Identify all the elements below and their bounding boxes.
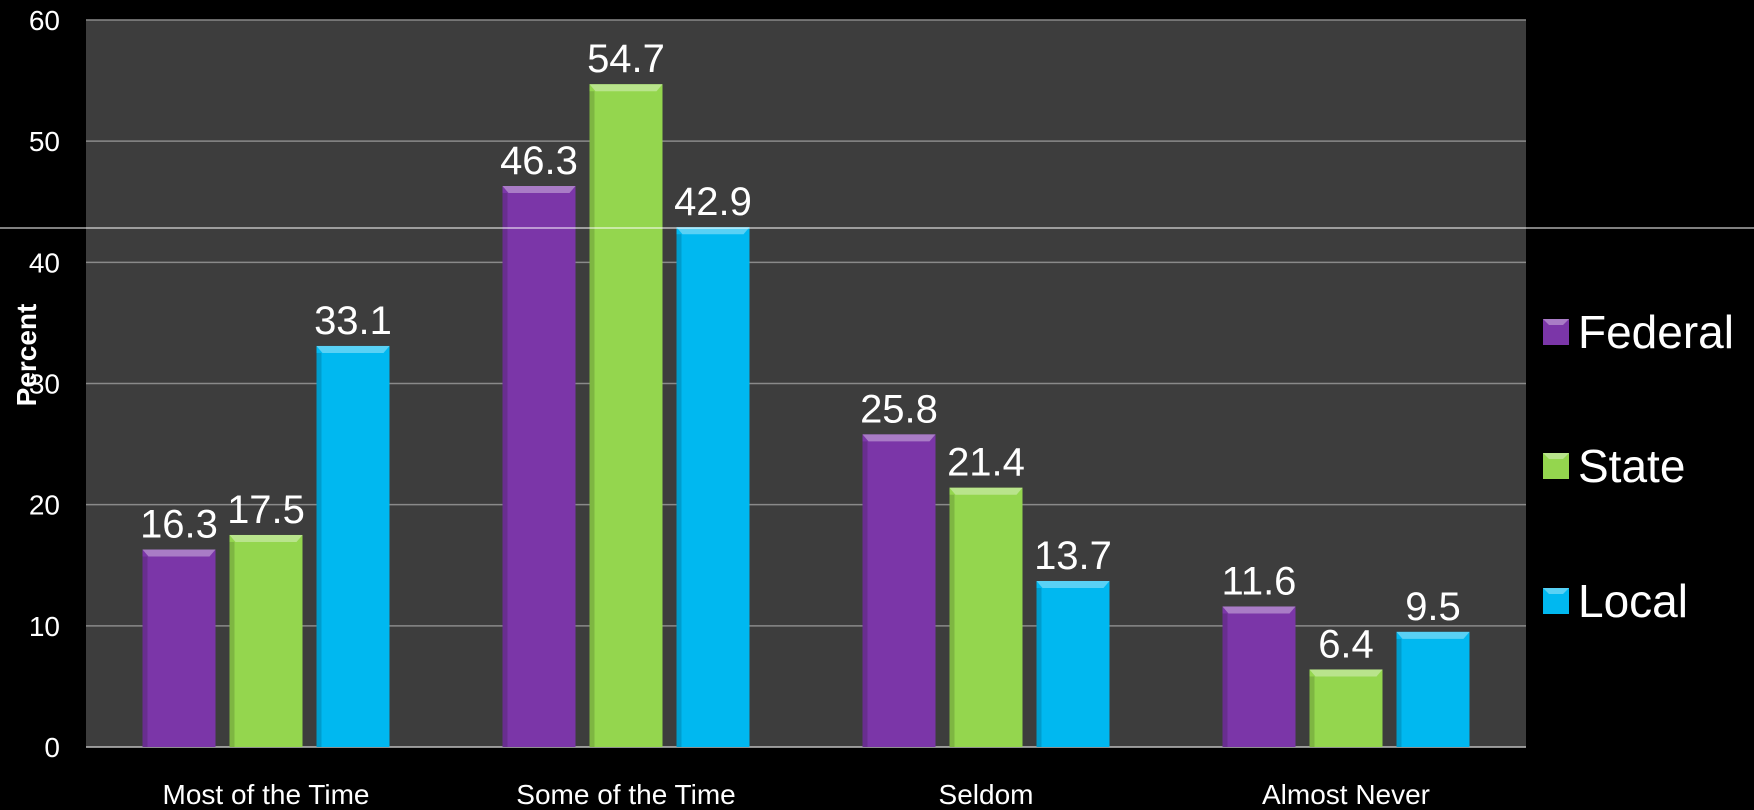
x-tick-label: Almost Never xyxy=(1262,779,1430,810)
bar-state xyxy=(1309,669,1383,747)
bar-top-bevel xyxy=(1309,669,1383,677)
bar-local xyxy=(1396,631,1470,747)
legend-swatch-bevel xyxy=(1543,453,1569,459)
bar-top-bevel xyxy=(589,84,663,92)
bar-edge-shade xyxy=(589,91,595,748)
bar-top-bevel xyxy=(1396,631,1470,639)
bar-edge-shade xyxy=(1396,638,1402,747)
bar-federal xyxy=(862,434,936,747)
y-tick-label: 10 xyxy=(29,611,60,642)
y-tick-label: 30 xyxy=(29,369,60,400)
data-label: 13.7 xyxy=(1034,534,1112,578)
data-label: 16.3 xyxy=(140,502,218,546)
x-tick-label: Seldom xyxy=(939,779,1034,810)
y-tick-label: 60 xyxy=(29,5,60,36)
bars xyxy=(142,84,1470,748)
bar-edge-shade xyxy=(502,192,508,747)
bar-top-bevel xyxy=(229,534,303,542)
bar-state xyxy=(589,84,663,748)
legend: Federal State Local xyxy=(1543,306,1734,627)
data-label: 17.5 xyxy=(227,488,305,532)
bar-top-bevel xyxy=(502,185,576,193)
bar-top-bevel xyxy=(949,487,1023,495)
bar-edge-shade xyxy=(229,541,235,747)
data-labels: 16.3 17.5 33.1 46.3 54.7 42.9 25.821.4 13.7 11.6… xyxy=(140,37,1461,666)
data-label: 21.4 xyxy=(947,441,1025,485)
data-label: 46.3 xyxy=(500,139,578,183)
data-label: 6.4 xyxy=(1318,622,1374,666)
bar-state xyxy=(949,487,1023,747)
legend-label: State xyxy=(1578,440,1685,492)
bar-federal xyxy=(502,185,576,747)
y-tick-label: 20 xyxy=(29,490,60,521)
data-label: 25.8 xyxy=(860,387,938,431)
y-tick-label: 0 xyxy=(44,732,60,763)
legend-label: Local xyxy=(1578,575,1688,627)
category-labels: Most of the Time Some of the Time Seldom Al… xyxy=(163,779,1431,810)
bar-federal xyxy=(142,549,216,747)
bar-top-bevel xyxy=(142,549,216,557)
data-label: 54.7 xyxy=(587,37,665,81)
legend-swatch-bevel xyxy=(1543,588,1569,594)
bar-edge-shade xyxy=(1222,613,1228,747)
bar-top-bevel xyxy=(862,434,936,442)
bar-edge-shade xyxy=(862,441,868,747)
bar-edge-shade xyxy=(949,494,955,747)
y-tick-label: 40 xyxy=(29,247,60,278)
data-label: 33.1 xyxy=(314,299,392,343)
bar-top-bevel xyxy=(1222,606,1296,614)
bar-edge-shade xyxy=(142,556,148,747)
y-axis-ticks: 0 10 20 30 40 50 60 xyxy=(29,5,60,763)
bar-local xyxy=(676,227,750,747)
bar-local xyxy=(316,345,390,747)
bar-edge-shade xyxy=(676,234,682,747)
y-axis-title: Percent xyxy=(11,304,42,407)
data-label: 9.5 xyxy=(1405,585,1461,629)
x-tick-label: Most of the Time xyxy=(163,779,370,810)
data-label: 42.9 xyxy=(674,180,752,224)
bar-top-bevel xyxy=(676,227,750,235)
bar-edge-shade xyxy=(1036,588,1042,747)
bar-federal xyxy=(1222,606,1296,747)
bar-edge-shade xyxy=(316,352,322,747)
bar-edge-shade xyxy=(1309,676,1315,747)
x-tick-label: Some of the Time xyxy=(516,779,735,810)
bar-top-bevel xyxy=(316,345,390,353)
bar-local xyxy=(1036,581,1110,747)
y-tick-label: 50 xyxy=(29,126,60,157)
legend-label: Federal xyxy=(1578,306,1734,358)
data-label: 11.6 xyxy=(1222,559,1297,603)
legend-swatch-bevel xyxy=(1543,319,1569,325)
bar-state xyxy=(229,534,303,747)
bar-top-bevel xyxy=(1036,581,1110,589)
